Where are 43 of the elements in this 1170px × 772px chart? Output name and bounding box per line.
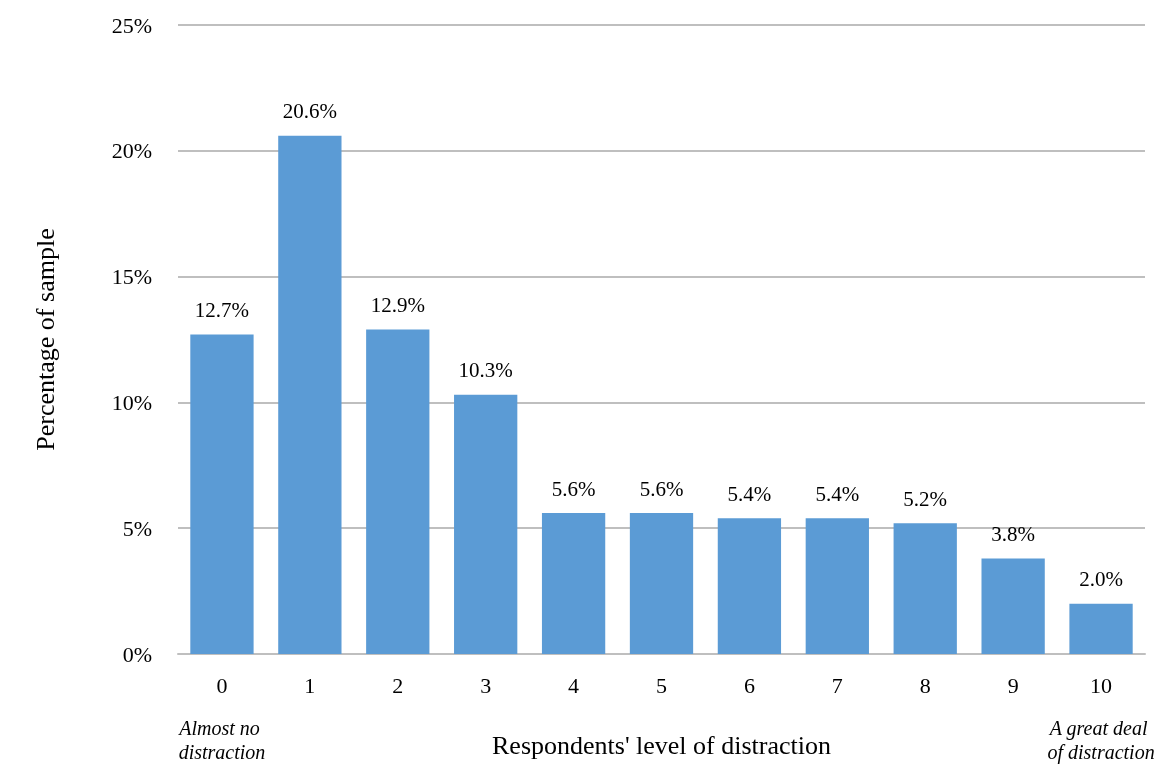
x-tick-label: 9 [1007, 672, 1019, 698]
bar [190, 334, 254, 654]
x-tick-label: 10 [1090, 672, 1113, 698]
y-tick-label: 20% [111, 138, 152, 164]
bar [805, 518, 869, 654]
x-axis-title: Respondents' level of distraction [491, 730, 832, 760]
data-label: 5.2% [903, 486, 948, 511]
text: A great deal of distraction [1047, 717, 1155, 764]
data-label: 5.4% [815, 481, 860, 506]
data-label: 5.6% [551, 476, 596, 501]
x-tick-label: 8 [919, 672, 931, 698]
data-label: 10.3% [458, 358, 513, 383]
data-label: 2.0% [1079, 567, 1123, 592]
x-tick-label: 7 [831, 672, 843, 698]
bar [278, 135, 342, 654]
data-label: 12.9% [370, 292, 425, 317]
data-label: 5.4% [727, 481, 772, 506]
bar [541, 513, 606, 654]
y-tick-label: 15% [111, 264, 152, 290]
bar [981, 558, 1045, 654]
data-label: 12.7% [194, 297, 250, 322]
x-tick-label: 2 [392, 672, 404, 698]
bar [1069, 603, 1133, 654]
x-tick-label: 1 [304, 672, 316, 698]
bar [893, 523, 957, 654]
data-label: 3.8% [991, 521, 1036, 546]
y-tick-label: 5% [122, 515, 152, 541]
x-tick-label: 4 [568, 672, 580, 698]
y-axis-title: Percentage of sample [30, 228, 60, 451]
x-tick-label: 6 [743, 672, 755, 698]
x-tick-label: 0 [216, 672, 228, 698]
data-label: 20.6% [282, 99, 337, 124]
data-label: 5.6% [639, 476, 684, 501]
text: Almost no distraction [177, 717, 266, 763]
bar [454, 394, 518, 654]
bar [717, 518, 782, 654]
x-tick-label: 5 [656, 672, 667, 698]
y-tick-label: 25% [111, 12, 152, 38]
bar [366, 329, 430, 654]
y-tick-label: 0% [122, 641, 152, 667]
y-tick-label: 10% [111, 389, 152, 415]
x-tick-label: 3 [480, 672, 492, 698]
bar [629, 513, 694, 654]
